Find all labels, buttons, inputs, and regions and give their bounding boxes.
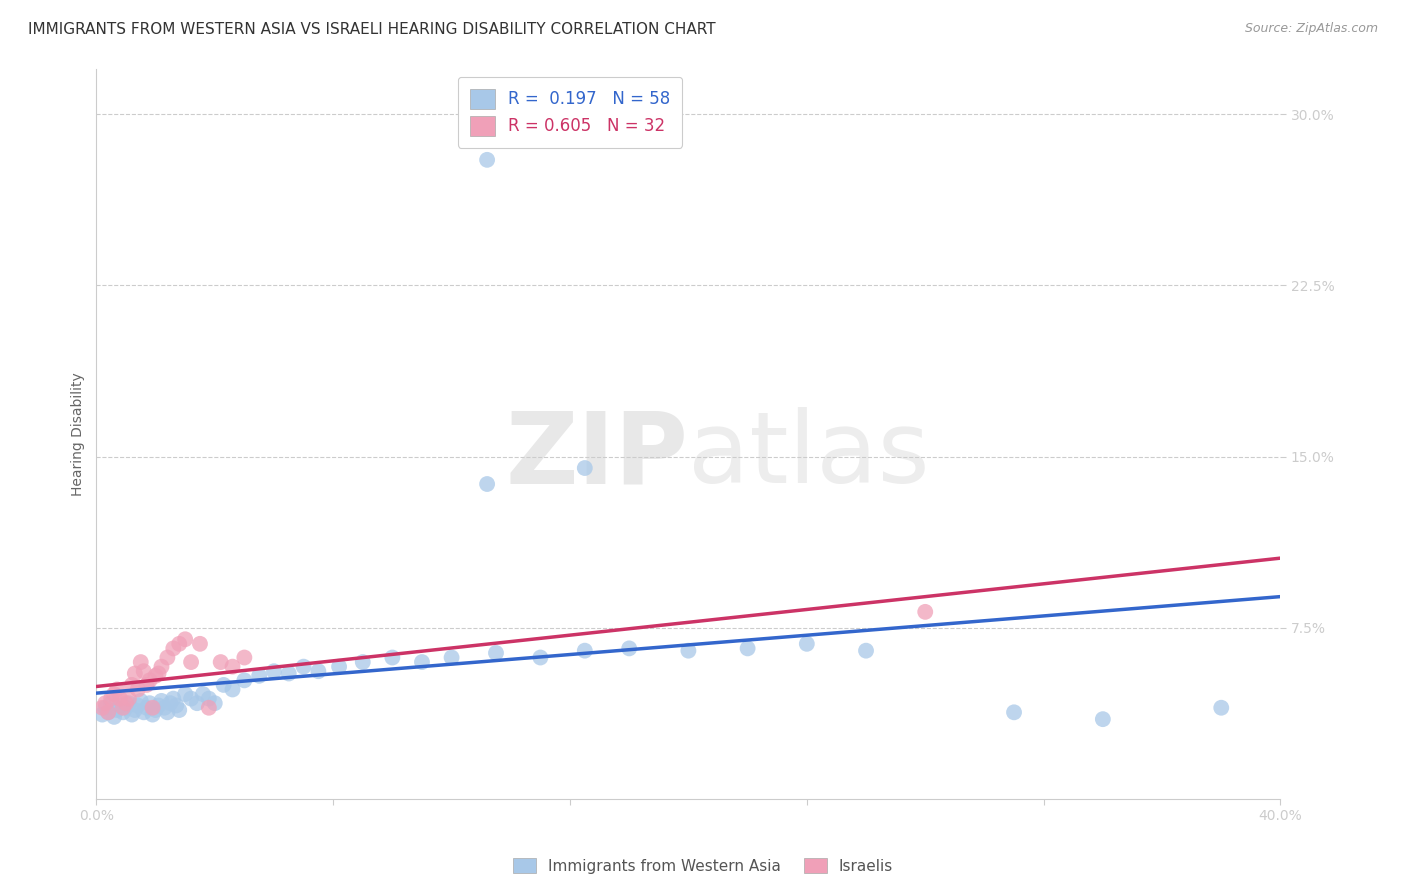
Point: [221, 682, 243, 697]
Point: [174, 632, 197, 647]
Point: [855, 643, 877, 657]
Point: [127, 698, 149, 713]
Point: [124, 666, 146, 681]
Point: [796, 637, 818, 651]
Point: [156, 706, 179, 720]
Point: [191, 687, 214, 701]
Text: IMMIGRANTS FROM WESTERN ASIA VS ISRAELI HEARING DISABILITY CORRELATION CHART: IMMIGRANTS FROM WESTERN ASIA VS ISRAELI …: [28, 22, 716, 37]
Point: [277, 666, 299, 681]
Point: [115, 700, 138, 714]
Point: [167, 637, 190, 651]
Point: [121, 678, 143, 692]
Point: [180, 691, 202, 706]
Point: [145, 703, 167, 717]
Point: [156, 650, 179, 665]
Point: [127, 682, 149, 697]
Point: [247, 669, 270, 683]
Point: [138, 696, 160, 710]
Point: [352, 655, 374, 669]
Point: [263, 664, 285, 678]
Point: [91, 700, 114, 714]
Point: [118, 691, 141, 706]
Point: [148, 698, 170, 713]
Point: [124, 703, 146, 717]
Point: [129, 694, 152, 708]
Point: [198, 700, 221, 714]
Point: [475, 153, 498, 167]
Point: [162, 691, 184, 706]
Point: [100, 696, 122, 710]
Point: [292, 659, 315, 673]
Point: [328, 659, 350, 673]
Point: [1002, 706, 1025, 720]
Point: [529, 650, 551, 665]
Point: [159, 696, 181, 710]
Point: [135, 700, 157, 714]
Point: [411, 655, 433, 669]
Point: [737, 641, 759, 656]
Point: [440, 650, 463, 665]
Point: [165, 698, 187, 713]
Point: [132, 706, 155, 720]
Point: [142, 707, 165, 722]
Point: [138, 673, 160, 688]
Point: [574, 643, 596, 657]
Point: [574, 461, 596, 475]
Point: [150, 694, 173, 708]
Point: [115, 696, 138, 710]
Point: [162, 641, 184, 656]
Point: [129, 655, 152, 669]
Point: [475, 477, 498, 491]
Text: Source: ZipAtlas.com: Source: ZipAtlas.com: [1244, 22, 1378, 36]
Point: [233, 650, 256, 665]
Point: [103, 687, 125, 701]
Point: [1211, 700, 1233, 714]
Point: [108, 698, 131, 713]
Point: [105, 682, 128, 697]
Point: [100, 691, 122, 706]
Point: [1091, 712, 1114, 726]
Point: [198, 691, 221, 706]
Point: [97, 706, 120, 720]
Point: [132, 664, 155, 678]
Point: [204, 696, 226, 710]
Point: [180, 655, 202, 669]
Text: ZIP: ZIP: [506, 408, 689, 504]
Point: [111, 706, 134, 720]
Point: [108, 691, 131, 706]
Point: [209, 655, 232, 669]
Point: [167, 703, 190, 717]
Point: [186, 696, 208, 710]
Point: [221, 659, 243, 673]
Point: [105, 703, 128, 717]
Y-axis label: Hearing Disability: Hearing Disability: [72, 372, 86, 496]
Point: [188, 637, 211, 651]
Legend: Immigrants from Western Asia, Israelis: Immigrants from Western Asia, Israelis: [506, 852, 900, 880]
Point: [94, 696, 117, 710]
Point: [103, 710, 125, 724]
Point: [174, 687, 197, 701]
Point: [233, 673, 256, 688]
Point: [619, 641, 641, 656]
Point: [212, 678, 235, 692]
Point: [307, 664, 329, 678]
Point: [121, 707, 143, 722]
Point: [145, 669, 167, 683]
Point: [118, 696, 141, 710]
Point: [485, 646, 508, 660]
Point: [142, 700, 165, 714]
Point: [111, 700, 134, 714]
Point: [150, 659, 173, 673]
Point: [914, 605, 936, 619]
Point: [148, 666, 170, 681]
Point: [153, 700, 176, 714]
Point: [381, 650, 404, 665]
Point: [678, 643, 700, 657]
Point: [97, 706, 120, 720]
Point: [94, 700, 117, 714]
Point: [91, 707, 114, 722]
Text: atlas: atlas: [689, 408, 929, 504]
Point: [135, 678, 157, 692]
Legend: R =  0.197   N = 58, R = 0.605   N = 32: R = 0.197 N = 58, R = 0.605 N = 32: [458, 77, 682, 147]
